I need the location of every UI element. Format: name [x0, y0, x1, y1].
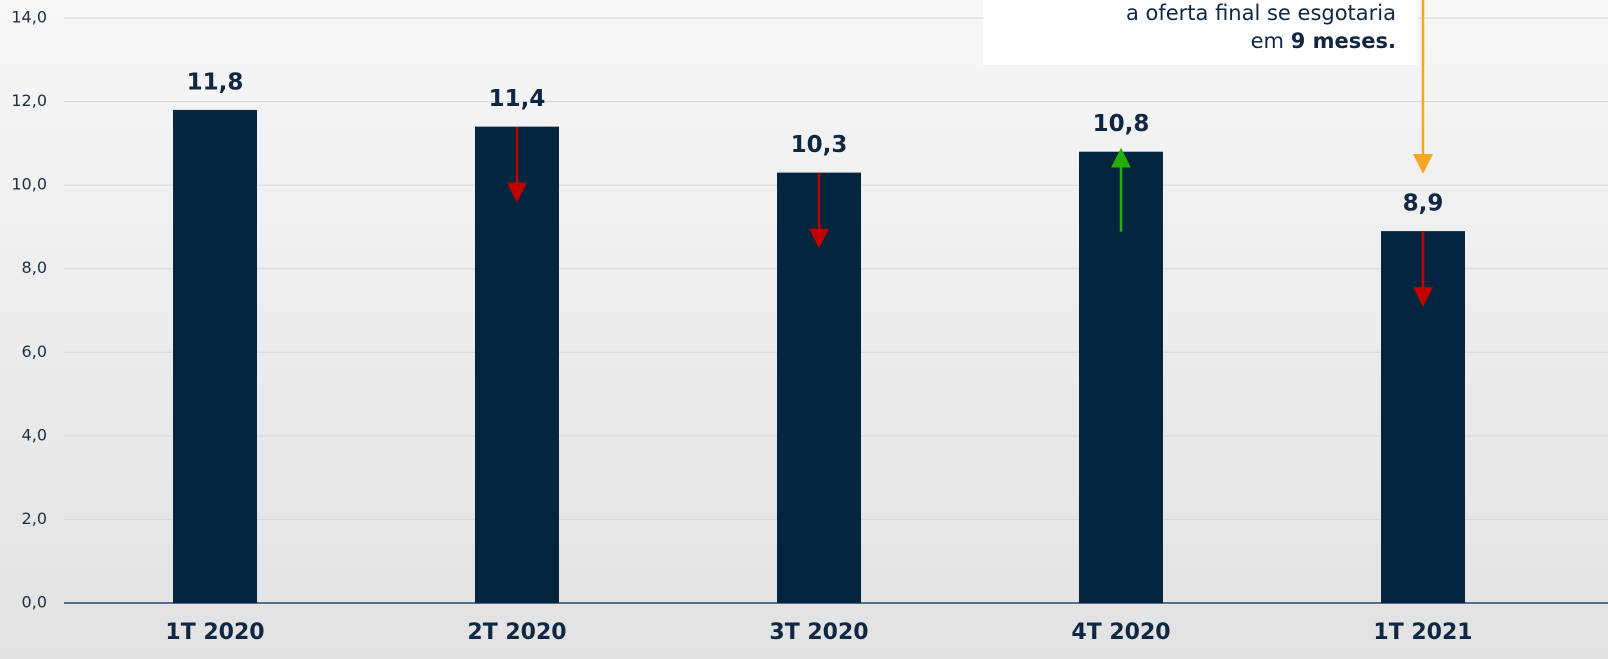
y-tick-label: 10,0: [11, 175, 47, 194]
x-tick-label: 4T 2020: [1071, 620, 1170, 645]
bar: [475, 126, 559, 604]
y-tick-label: 4,0: [22, 425, 47, 444]
x-tick-label: 3T 2020: [769, 620, 868, 645]
y-tick-label: 8,0: [22, 258, 47, 277]
y-tick-label: 14,0: [11, 8, 47, 27]
x-tick-label: 1T 2020: [165, 620, 264, 645]
y-tick-label: 2,0: [22, 509, 47, 528]
value-label: 11,8: [187, 69, 244, 95]
value-label: 10,8: [1093, 111, 1150, 137]
annotation-box: [983, 0, 1418, 65]
value-label: 10,3: [791, 132, 848, 158]
x-tick-label: 2T 2020: [467, 620, 566, 645]
annotation-text: em: [1251, 29, 1284, 53]
y-tick-label: 6,0: [22, 342, 47, 361]
y-tick-label: 0,0: [22, 593, 47, 612]
x-tick-label: 1T 2021: [1373, 620, 1472, 645]
value-label: 8,9: [1403, 191, 1444, 217]
annotation-text: em 9 meses.: [1251, 29, 1396, 53]
bar: [173, 109, 257, 603]
annotation-text: 9 meses.: [1291, 29, 1396, 53]
annotation-text: a oferta final se esgotaria: [1126, 1, 1396, 25]
value-label: 11,4: [489, 86, 546, 112]
y-tick-label: 12,0: [11, 91, 47, 110]
